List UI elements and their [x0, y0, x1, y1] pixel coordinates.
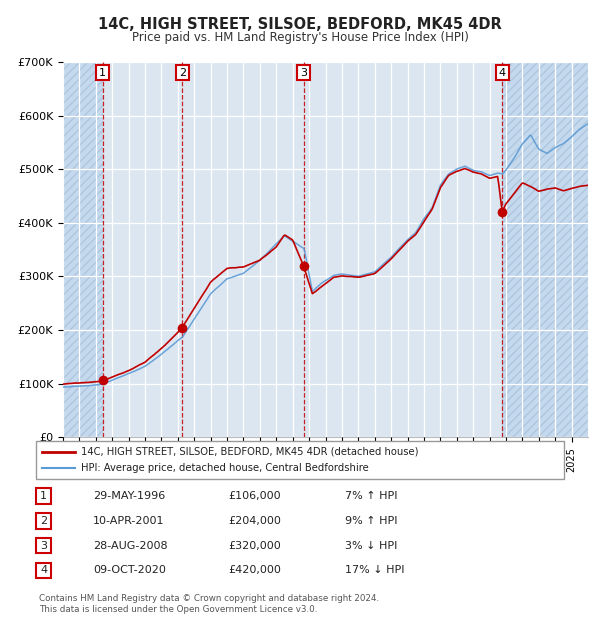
Text: Price paid vs. HM Land Registry's House Price Index (HPI): Price paid vs. HM Land Registry's House …: [131, 31, 469, 44]
Text: 2: 2: [179, 68, 186, 78]
Text: £320,000: £320,000: [228, 541, 281, 551]
Text: 28-AUG-2008: 28-AUG-2008: [93, 541, 167, 551]
Text: 7% ↑ HPI: 7% ↑ HPI: [345, 491, 398, 501]
Text: 10-APR-2001: 10-APR-2001: [93, 516, 164, 526]
Text: Contains HM Land Registry data © Crown copyright and database right 2024.
This d: Contains HM Land Registry data © Crown c…: [39, 595, 379, 614]
Text: £420,000: £420,000: [228, 565, 281, 575]
Bar: [502, 62, 588, 437]
Bar: [63, 62, 103, 437]
Text: 3: 3: [300, 68, 307, 78]
Text: 4: 4: [40, 565, 47, 575]
Text: 17% ↓ HPI: 17% ↓ HPI: [345, 565, 404, 575]
Text: 09-OCT-2020: 09-OCT-2020: [93, 565, 166, 575]
Text: 9% ↑ HPI: 9% ↑ HPI: [345, 516, 398, 526]
Text: HPI: Average price, detached house, Central Bedfordshire: HPI: Average price, detached house, Cent…: [81, 463, 369, 473]
Text: £204,000: £204,000: [228, 516, 281, 526]
Text: 1: 1: [99, 68, 106, 78]
Text: 4: 4: [499, 68, 506, 78]
Text: 3: 3: [40, 541, 47, 551]
Bar: [502, 62, 588, 437]
Text: 3% ↓ HPI: 3% ↓ HPI: [345, 541, 397, 551]
Text: 14C, HIGH STREET, SILSOE, BEDFORD, MK45 4DR (detached house): 14C, HIGH STREET, SILSOE, BEDFORD, MK45 …: [81, 447, 419, 457]
Text: £106,000: £106,000: [228, 491, 281, 501]
Text: 1: 1: [40, 491, 47, 501]
Bar: [63, 62, 103, 437]
Text: 14C, HIGH STREET, SILSOE, BEDFORD, MK45 4DR: 14C, HIGH STREET, SILSOE, BEDFORD, MK45 …: [98, 17, 502, 32]
Text: 2: 2: [40, 516, 47, 526]
Text: 29-MAY-1996: 29-MAY-1996: [93, 491, 165, 501]
